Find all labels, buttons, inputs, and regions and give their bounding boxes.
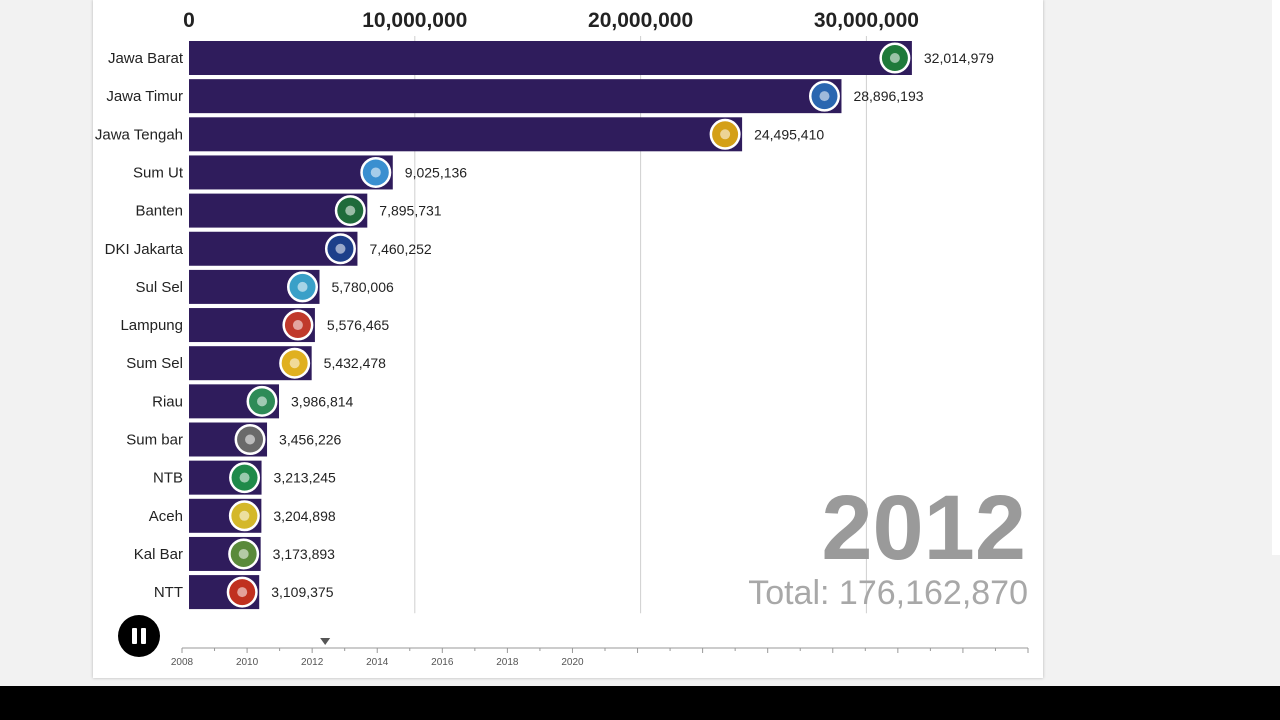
- bars: Jawa Barat 32,014,979 Jawa Timur 28,896,193…: [95, 41, 994, 610]
- category-label: NTT: [154, 584, 183, 601]
- category-label: Sum bar: [126, 432, 183, 449]
- timeline-marker-icon[interactable]: [320, 638, 331, 645]
- value-label: 5,576,465: [327, 317, 389, 333]
- value-label: 24,495,410: [754, 126, 824, 142]
- window-edge: [1272, 0, 1280, 555]
- axis-ticks: 0 10,000,000 20,000,000 30,000,000: [183, 9, 919, 32]
- province-emblem-icon: [239, 472, 250, 483]
- x-tick-label: 10,000,000: [362, 9, 467, 32]
- bar: [189, 117, 743, 152]
- category-label: Sul Sel: [135, 279, 183, 296]
- pause-icon: [141, 628, 146, 644]
- province-emblem-icon: [257, 396, 268, 407]
- province-emblem-icon: [237, 587, 248, 598]
- value-label: 28,896,193: [853, 88, 923, 104]
- province-emblem-icon: [889, 53, 900, 63]
- timeline: 2008 2010 2012 2014 2016 2018 2020: [171, 638, 1029, 668]
- province-emblem-icon: [370, 167, 381, 178]
- category-label: Kal Bar: [134, 546, 183, 563]
- timeline-label: 2010: [236, 657, 259, 668]
- bar: [189, 79, 842, 114]
- province-emblem-icon: [819, 91, 830, 102]
- bar-chart: Jawa Barat 32,014,979 Jawa Timur 28,896,193…: [95, 9, 1029, 668]
- category-label: Jawa Tengah: [95, 126, 183, 143]
- video-black-bar: [0, 686, 1280, 720]
- value-label: 3,109,375: [271, 584, 333, 600]
- value-label: 3,173,893: [273, 546, 335, 562]
- province-emblem-icon: [239, 510, 250, 521]
- value-label: 7,460,252: [369, 241, 431, 257]
- timeline-label: 2016: [431, 657, 454, 668]
- value-label: 3,204,898: [273, 508, 335, 524]
- value-label: 7,895,731: [379, 203, 441, 219]
- total-label: Total: 176,162,870: [748, 574, 1028, 612]
- bar: [189, 41, 912, 75]
- province-emblem-icon: [345, 205, 356, 216]
- value-label: 5,780,006: [332, 279, 394, 295]
- timeline-label: 2008: [171, 657, 194, 668]
- timeline-label: 2014: [366, 657, 389, 668]
- x-tick-label: 0: [183, 9, 195, 32]
- province-emblem-icon: [289, 358, 300, 369]
- year-label: 2012: [821, 477, 1026, 579]
- x-tick-label: 20,000,000: [588, 9, 693, 32]
- category-label: Jawa Timur: [106, 88, 183, 105]
- category-label: DKI Jakarta: [105, 241, 184, 258]
- province-emblem-icon: [720, 129, 731, 140]
- pause-icon: [132, 628, 137, 644]
- x-tick-label: 30,000,000: [814, 9, 919, 32]
- value-label: 3,213,245: [274, 470, 336, 486]
- value-label: 3,986,814: [291, 393, 353, 409]
- category-label: NTB: [153, 470, 183, 487]
- category-label: Sum Sel: [126, 355, 183, 372]
- bar: [189, 155, 393, 190]
- category-label: Riau: [152, 393, 183, 410]
- value-label: 32,014,979: [924, 50, 994, 66]
- pause-button[interactable]: [118, 615, 160, 657]
- value-label: 3,456,226: [279, 432, 341, 448]
- timeline-label: 2012: [301, 657, 324, 668]
- category-label: Jawa Barat: [108, 50, 184, 67]
- value-label: 5,432,478: [324, 355, 386, 371]
- province-emblem-icon: [292, 320, 303, 331]
- province-emblem-icon: [335, 243, 346, 254]
- province-emblem-icon: [245, 434, 256, 445]
- timeline-label: 2018: [496, 657, 519, 668]
- category-label: Lampung: [120, 317, 183, 334]
- province-emblem-icon: [238, 548, 249, 559]
- category-label: Banten: [135, 203, 183, 220]
- province-emblem-icon: [297, 281, 308, 292]
- timeline-label: 2020: [561, 657, 584, 668]
- value-label: 9,025,136: [405, 164, 467, 180]
- category-label: Sum Ut: [133, 164, 184, 181]
- category-label: Aceh: [149, 508, 183, 525]
